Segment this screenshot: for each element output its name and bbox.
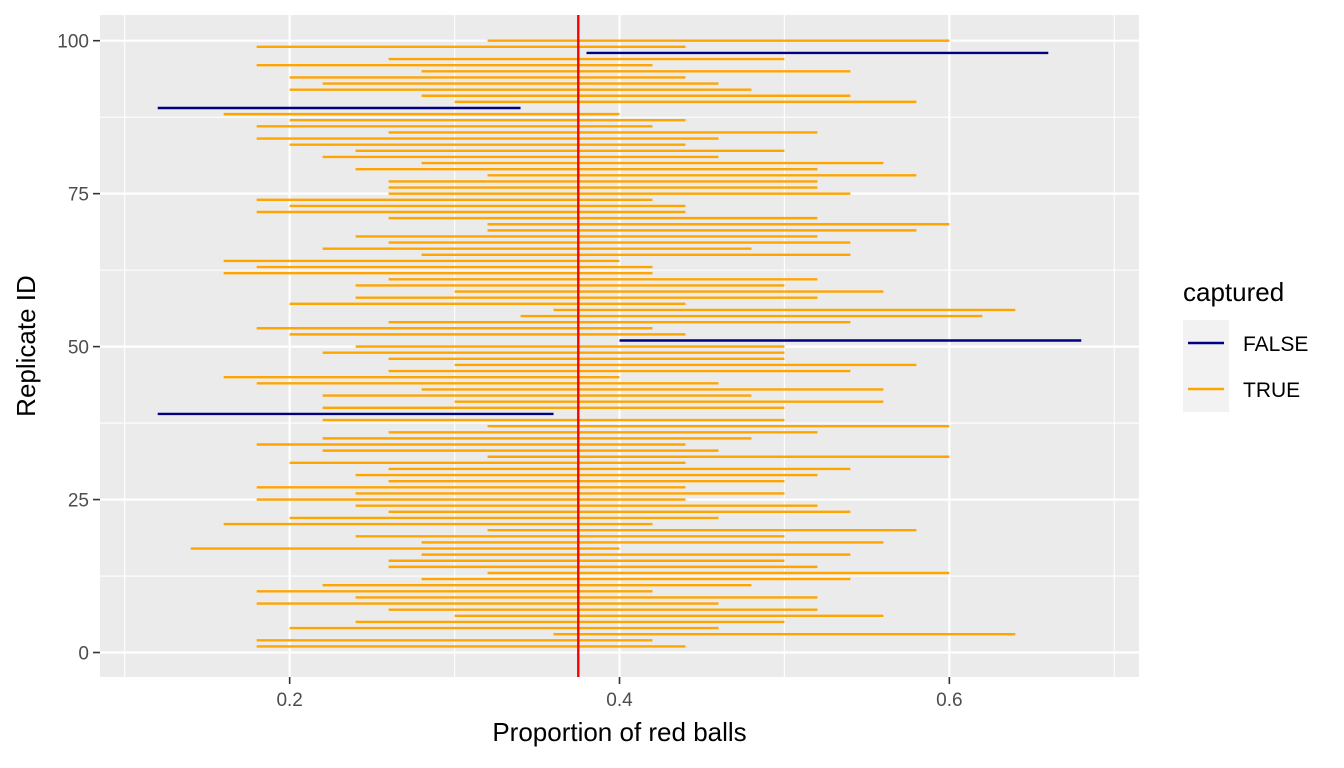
x-tick-label-2: 0.6 xyxy=(936,690,962,711)
y-tick-label-2: 50 xyxy=(68,338,89,359)
legend-label-false: FALSE xyxy=(1243,333,1308,356)
legend-title: captured xyxy=(1183,277,1284,307)
x-axis: 0.2 0.4 0.6 xyxy=(276,677,963,711)
legend: captured FALSE TRUE xyxy=(1183,277,1308,412)
legend-label-true: TRUE xyxy=(1243,379,1300,402)
x-axis-title: Proportion of red balls xyxy=(492,717,746,747)
interval-segments xyxy=(157,39,1082,648)
y-tick-label-1: 25 xyxy=(68,491,89,512)
y-tick-label-0: 0 xyxy=(78,644,89,665)
y-tick-label-3: 75 xyxy=(68,185,89,206)
y-tick-label-4: 100 xyxy=(57,32,89,53)
x-tick-label-0: 0.2 xyxy=(276,690,302,711)
y-axis: 0 25 50 75 100 xyxy=(57,32,100,665)
x-tick-label-1: 0.4 xyxy=(606,690,633,711)
y-axis-title: Replicate ID xyxy=(11,275,41,417)
